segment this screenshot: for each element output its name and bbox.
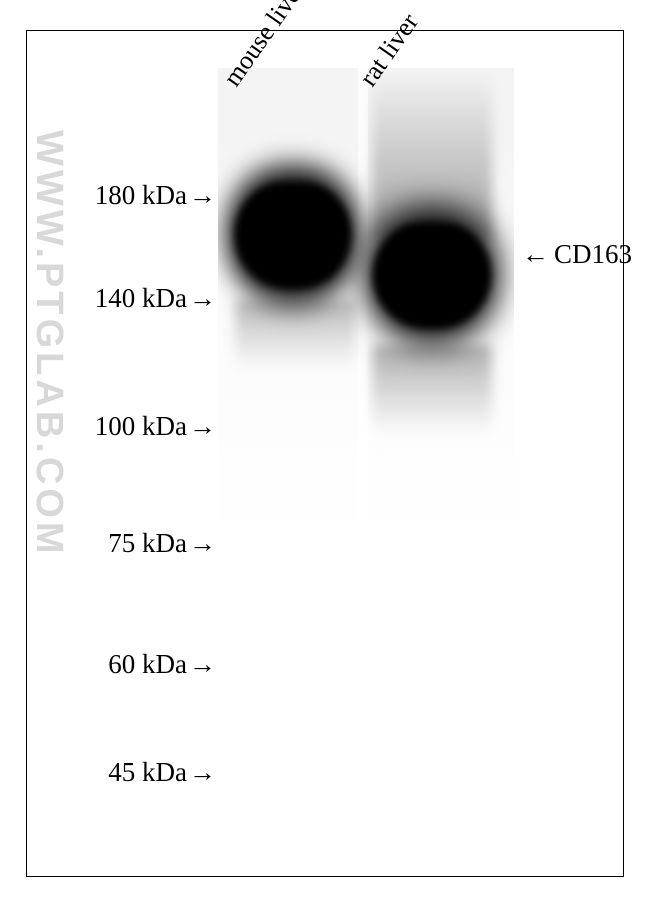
mw-marker: 100 kDa→ [0,411,216,442]
band-smear [372,345,492,435]
mw-marker: 60 kDa→ [0,649,216,680]
arrow-right-icon: → [189,180,216,210]
lane-separator [358,68,368,868]
mw-marker: 140 kDa→ [0,283,216,314]
arrow-right-icon: → [189,411,216,441]
protein-band-core [373,223,491,328]
mw-marker-text: 180 kDa [95,180,187,210]
target-protein-label: CD163 [554,239,632,270]
target-arrow: ← [522,239,549,270]
arrow-right-icon: → [189,649,216,679]
watermark-text: WWW.PTGLAB.COM [27,130,70,830]
arrow-left-icon: ← [522,239,549,269]
blot-membrane [218,68,514,868]
band-smear [235,300,355,370]
protein-band-core [235,183,351,288]
mw-marker: 45 kDa→ [0,757,216,788]
arrow-right-icon: → [189,283,216,313]
mw-marker: 75 kDa→ [0,528,216,559]
mw-marker-text: 100 kDa [95,411,187,441]
mw-marker-text: 140 kDa [95,283,187,313]
mw-marker: 180 kDa→ [0,180,216,211]
mw-marker-text: 75 kDa [108,528,187,558]
arrow-right-icon: → [189,528,216,558]
arrow-right-icon: → [189,757,216,787]
mw-marker-text: 60 kDa [108,649,187,679]
mw-marker-text: 45 kDa [108,757,187,787]
